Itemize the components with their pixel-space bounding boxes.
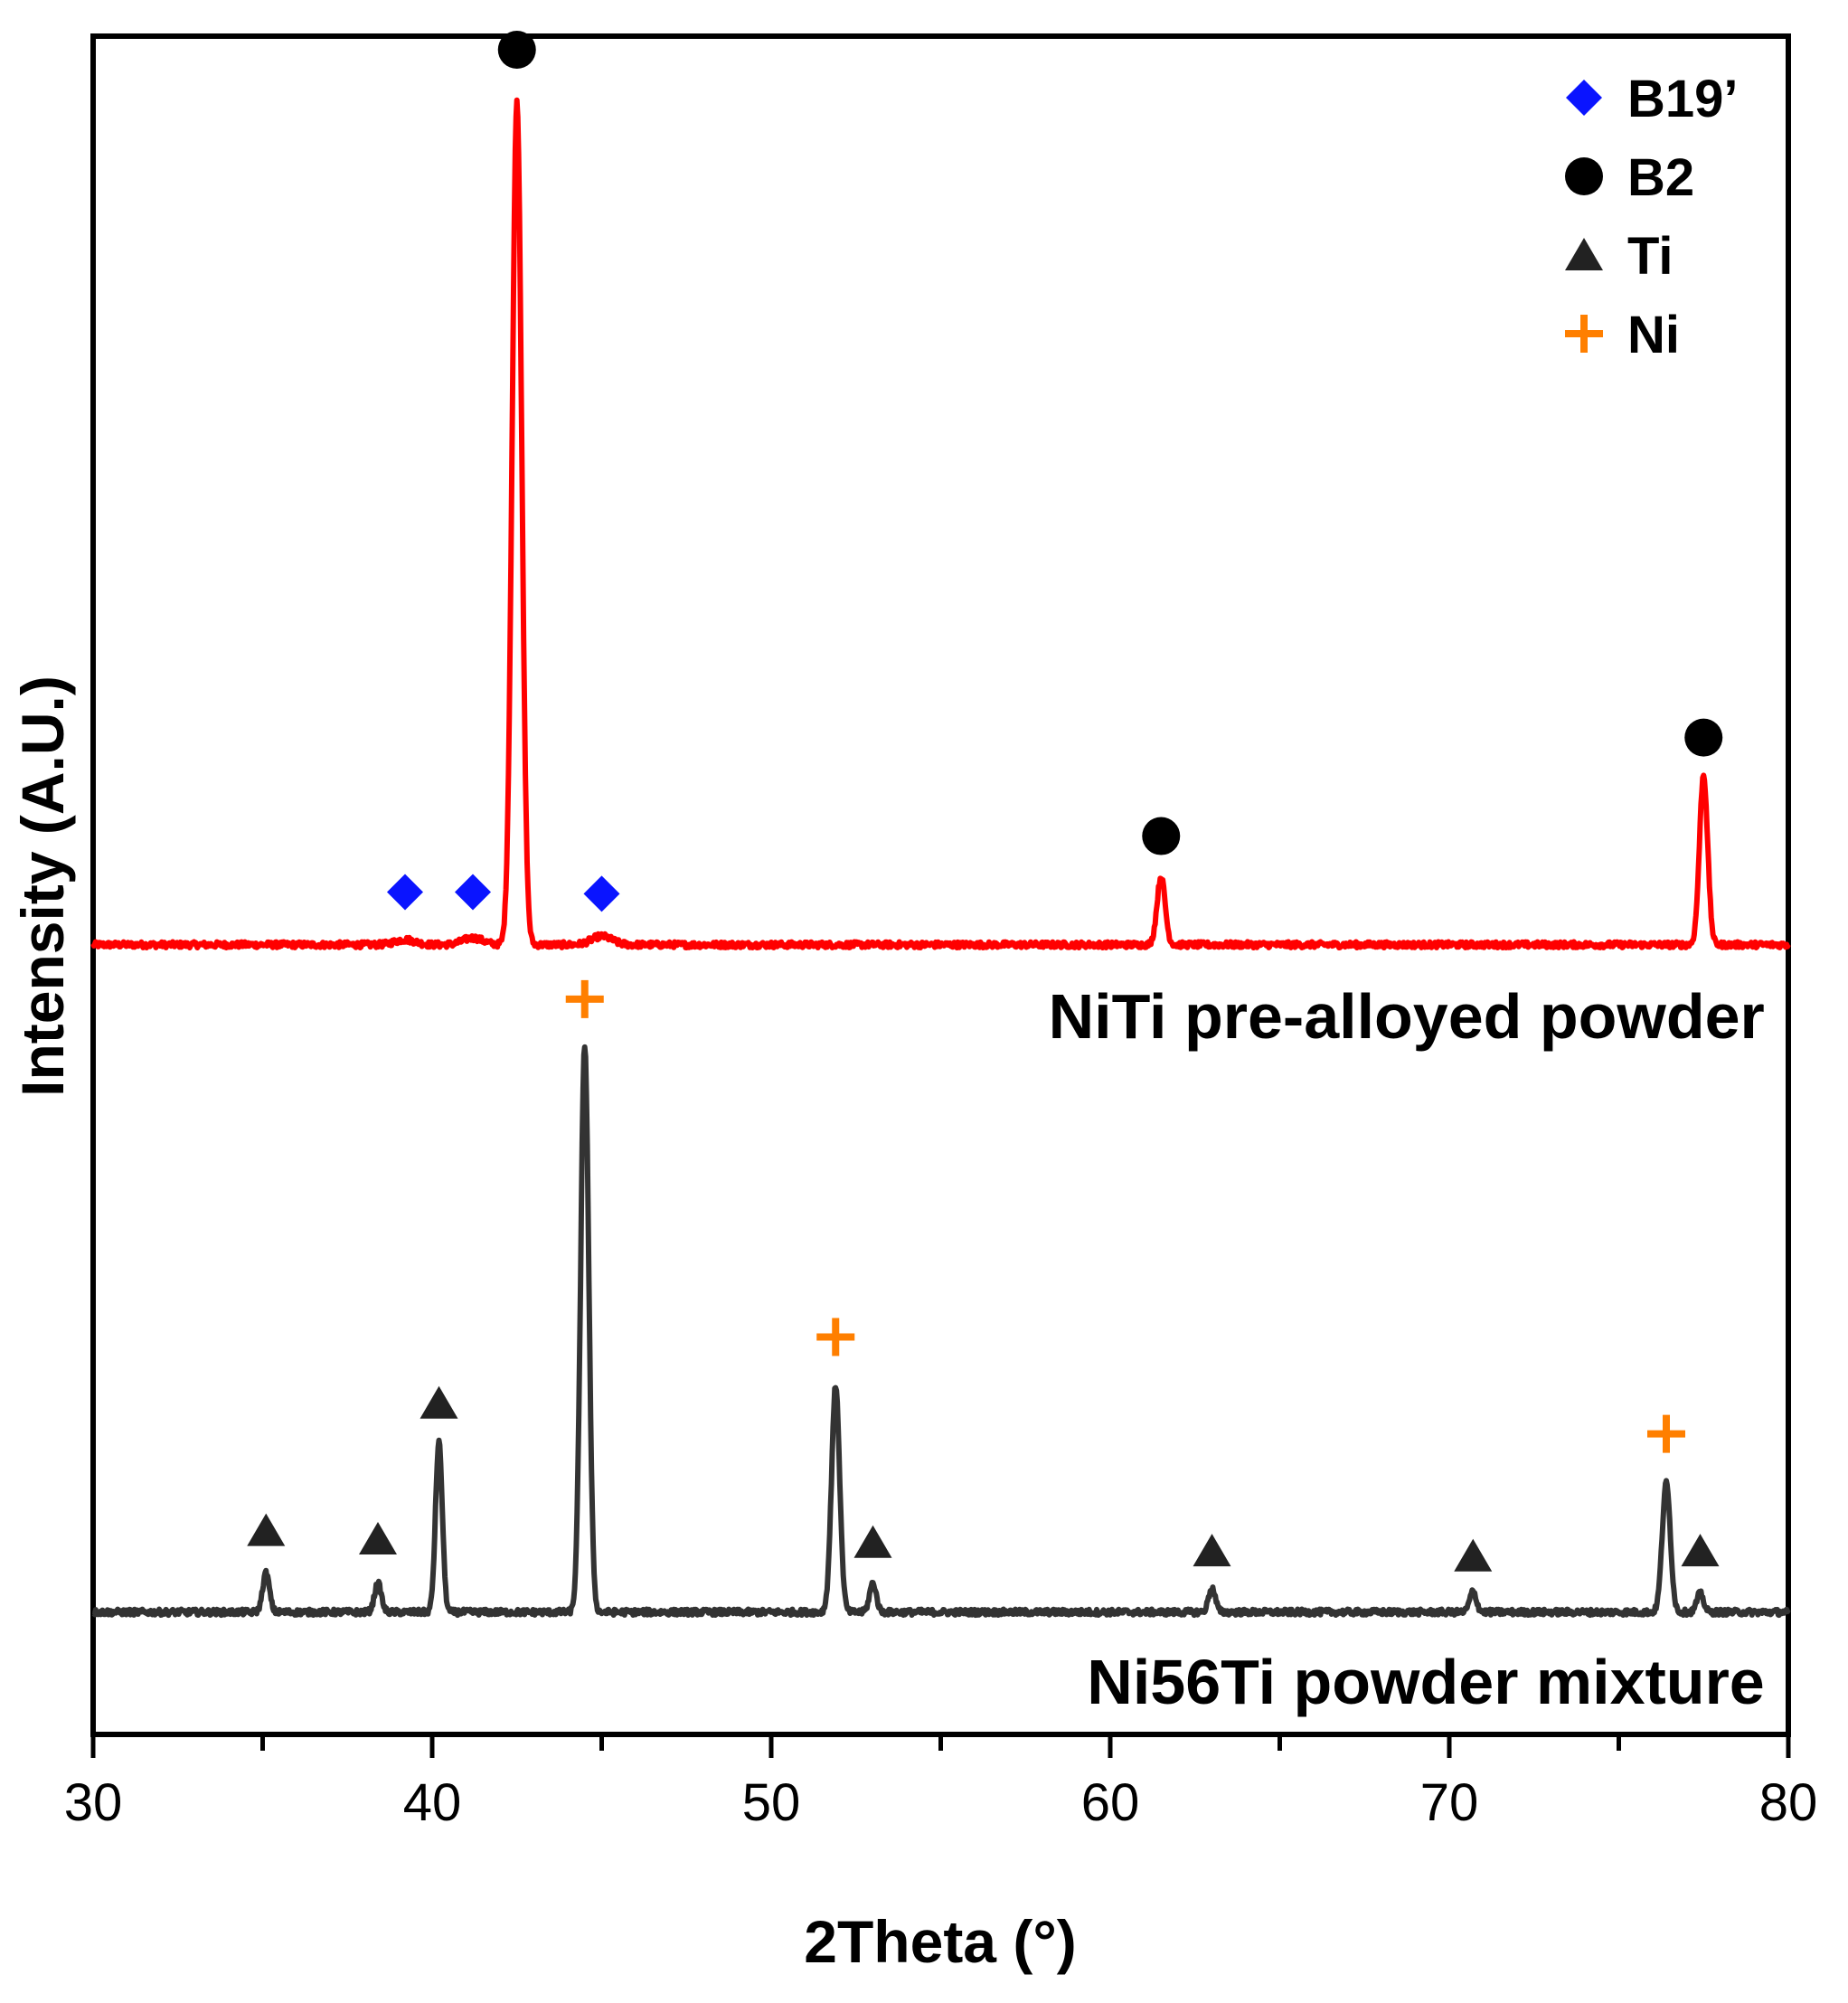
triangle-marker-ti	[1454, 1538, 1493, 1572]
diamond-marker-b19	[583, 875, 620, 912]
plus-marker-ni	[565, 979, 604, 1018]
series-layer	[90, 97, 1791, 1619]
legend-circle-icon	[1565, 157, 1603, 195]
legend-label: Ti	[1627, 227, 1674, 286]
legend-triangle-icon	[1565, 238, 1603, 270]
diamond-marker-b19	[387, 874, 423, 911]
series-label: Ni56Ti powder mixture	[1087, 1647, 1764, 1717]
circle-marker-b2	[1684, 718, 1723, 757]
x-tick-label: 70	[1420, 1773, 1479, 1832]
phase-marker-layer	[247, 31, 1723, 1572]
x-tick-label: 30	[64, 1773, 123, 1832]
series-line-2	[90, 1044, 1791, 1619]
legend-label: B19’	[1627, 70, 1739, 128]
x-tick-label: 40	[403, 1773, 462, 1832]
series-line-1	[90, 97, 1791, 950]
x-tick-label: 50	[742, 1773, 801, 1832]
series-label: NiTi pre-alloyed powder	[1049, 981, 1765, 1052]
circle-marker-b2	[1142, 817, 1181, 855]
x-axis: 30 40 50 60 70 80	[64, 1734, 1818, 1832]
x-tick-label: 80	[1759, 1773, 1818, 1832]
triangle-marker-ti	[247, 1513, 286, 1546]
triangle-marker-ti	[1193, 1534, 1231, 1567]
circle-marker-b2	[497, 31, 536, 70]
y-axis-title: Intensity (A.U.)	[9, 676, 76, 1097]
triangle-marker-ti	[420, 1385, 458, 1419]
triangle-marker-ti	[1681, 1534, 1720, 1567]
legend-diamond-icon	[1566, 80, 1602, 116]
diamond-marker-b19	[455, 874, 491, 911]
x-axis-title: 2Theta (°)	[804, 1908, 1076, 1975]
triangle-marker-ti	[853, 1525, 892, 1558]
legend-label: Ni	[1627, 306, 1680, 364]
x-tick-label: 60	[1081, 1773, 1140, 1832]
triangle-marker-ti	[359, 1522, 397, 1555]
legend: B19’ B2 Ti Ni	[1565, 70, 1739, 364]
legend-plus-icon	[1565, 315, 1603, 353]
annotation-layer: NiTi pre-alloyed powder Ni56Ti powder mix…	[1049, 981, 1765, 1717]
plus-marker-ni	[1647, 1414, 1685, 1453]
plus-marker-ni	[816, 1318, 855, 1356]
legend-label: B2	[1627, 148, 1694, 207]
